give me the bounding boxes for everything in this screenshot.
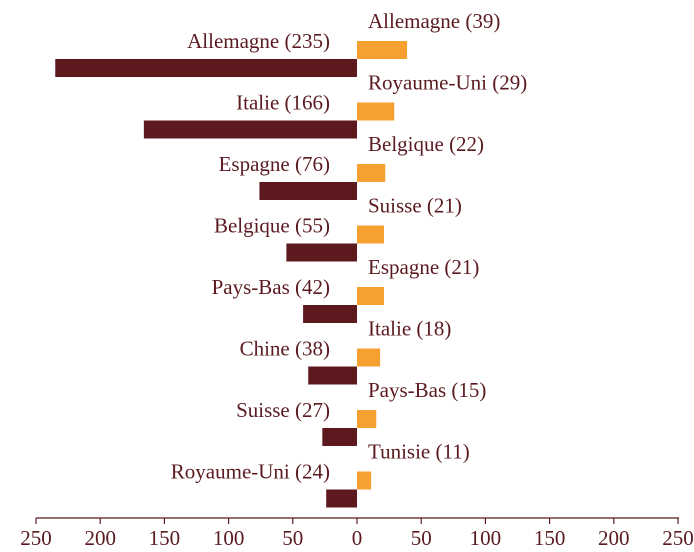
x-tick-label: 50 xyxy=(411,526,432,550)
bar-label: Royaume-Uni (24) xyxy=(171,459,330,483)
x-tick-label: 200 xyxy=(598,526,630,550)
bar xyxy=(308,366,357,385)
x-tick-label: 150 xyxy=(534,526,566,550)
x-tick-label: 250 xyxy=(662,526,694,550)
x-tick-label: 150 xyxy=(149,526,181,550)
bar xyxy=(326,489,357,508)
x-tick-label: 100 xyxy=(213,526,245,550)
bar-label: Royaume-Uni (29) xyxy=(368,70,527,94)
bar-label: Suisse (21) xyxy=(368,193,462,217)
bar xyxy=(143,120,357,139)
bar-label: Italie (166) xyxy=(236,90,330,114)
x-tick-label: 200 xyxy=(84,526,116,550)
bar-label: Pays-Bas (15) xyxy=(368,378,486,402)
bar-label: Tunisie (11) xyxy=(368,439,470,463)
bar-label: Allemagne (39) xyxy=(368,9,500,33)
bar xyxy=(357,471,372,490)
bar-label: Pays-Bas (42) xyxy=(212,275,330,299)
x-tick-label: 50 xyxy=(282,526,303,550)
bar-label: Chine (38) xyxy=(240,336,330,360)
x-tick-label: 100 xyxy=(470,526,502,550)
bar xyxy=(259,182,357,200)
bar xyxy=(357,164,386,182)
bar xyxy=(357,287,384,305)
x-tick-label: 250 xyxy=(20,526,52,550)
x-tick-label: 0 xyxy=(352,526,363,550)
bar-label: Belgique (55) xyxy=(214,213,330,237)
bar-label: Espagne (76) xyxy=(219,152,330,176)
bar xyxy=(357,410,377,428)
bar-label: Espagne (21) xyxy=(368,255,479,279)
bar xyxy=(322,428,357,446)
bar-label: Italie (18) xyxy=(368,316,451,340)
bar xyxy=(357,41,408,59)
bar xyxy=(357,102,395,121)
bar-label: Allemagne (235) xyxy=(187,29,330,53)
bar xyxy=(357,225,384,244)
bar-label: Belgique (22) xyxy=(368,132,484,156)
bar xyxy=(55,59,357,77)
bar-label: Suisse (27) xyxy=(236,398,330,422)
bar xyxy=(303,305,357,323)
bar xyxy=(286,243,357,262)
bar xyxy=(357,348,381,367)
